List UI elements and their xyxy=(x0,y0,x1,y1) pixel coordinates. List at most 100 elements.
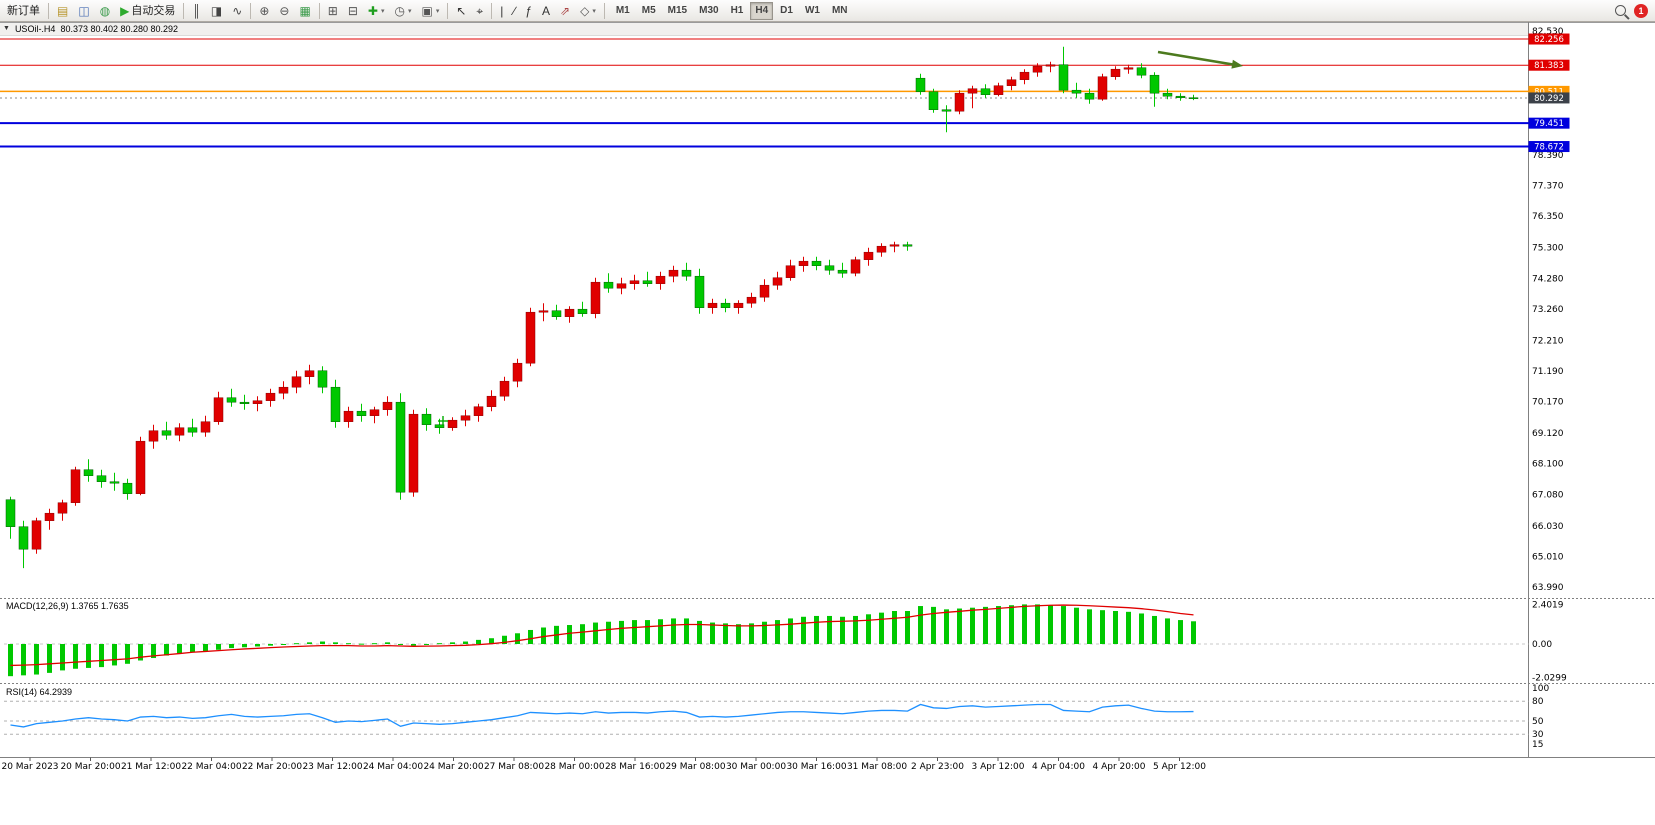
candle-down xyxy=(122,482,133,494)
timeframe-w1-button[interactable]: W1 xyxy=(804,4,820,16)
rsi-line xyxy=(10,703,1194,728)
price-axis-label: 69.120 xyxy=(1532,429,1564,439)
macd-bar xyxy=(398,644,403,645)
candle-up xyxy=(993,85,1004,95)
zoom-out-button[interactable]: ⊖ xyxy=(275,1,293,21)
price-axis-label: 76.350 xyxy=(1532,212,1564,222)
timeframe-m30-button[interactable]: M30 xyxy=(699,4,719,16)
time-axis-label: 30 Mar 00:00 xyxy=(726,762,786,772)
macd-bar xyxy=(762,621,767,644)
template-button[interactable]: ▣ ▾ xyxy=(418,1,444,21)
macd-bar xyxy=(216,644,221,650)
charts-window-button[interactable]: ◫ xyxy=(74,1,93,21)
search-icon[interactable] xyxy=(1615,5,1626,16)
candle-up xyxy=(148,430,159,442)
candle-up xyxy=(473,406,484,416)
market-watch-button[interactable]: ◍ xyxy=(96,1,114,21)
trend-arrow-annotation[interactable] xyxy=(1157,50,1234,66)
timeframe-m5-button[interactable]: M5 xyxy=(641,4,656,16)
profiles-button[interactable]: ▤ xyxy=(53,1,72,21)
template-icon: ▣ xyxy=(421,3,433,18)
bar-chart-button[interactable]: ║ xyxy=(188,1,205,21)
market-watch-icon: ◍ xyxy=(99,3,111,18)
timeframe-m1-button[interactable]: M1 xyxy=(615,4,630,16)
macd-bar xyxy=(840,616,845,644)
timeframe-h1-button[interactable]: H1 xyxy=(730,4,744,16)
candle-down xyxy=(642,280,653,284)
candle-up xyxy=(213,397,224,422)
price-badge-78.672 xyxy=(1528,141,1570,153)
dropdown-caret-icon: ▾ xyxy=(592,7,596,15)
candle-up xyxy=(1110,68,1121,77)
add-indicator-button[interactable]: ✚ ▾ xyxy=(364,1,389,21)
crosshair-button[interactable]: ⌖ xyxy=(472,1,487,21)
macd-bar xyxy=(593,622,598,644)
toolbar-separator xyxy=(491,2,493,19)
toolbar-separator xyxy=(183,2,185,19)
macd-bar xyxy=(1087,609,1092,644)
macd-bar xyxy=(1178,620,1183,644)
toolbar: 新订单 ▤ ◫ ◍ ▶ 自动交易 ║ ◨ ∿ ⊕ ⊖ ▦ ⊞ ⊟ ✚ ▾ ◷ ▾ ▣ ▾ ↖ ⌖ | ∕ ƒ A ⇗ ◇ ▾ M1 M5 M… xyxy=(0,0,1655,22)
autotrading-button[interactable]: ▶ 自动交易 xyxy=(116,1,179,21)
candle-up xyxy=(291,376,302,388)
chart-background xyxy=(0,22,1655,758)
timeframe-h4-button[interactable]: H4 xyxy=(750,1,774,20)
autotrading-button-label: 自动交易 xyxy=(131,4,176,17)
candle-up xyxy=(785,265,796,278)
zoom-in-button[interactable]: ⊕ xyxy=(255,1,273,21)
trendline-button[interactable]: ∕ xyxy=(509,1,519,21)
timeframe-m15-button[interactable]: M15 xyxy=(667,4,688,16)
text-label-button[interactable]: A xyxy=(538,1,554,21)
price-badge-82.256-text: 82.256 xyxy=(1534,35,1564,45)
candle-up xyxy=(733,302,744,308)
shapes-button[interactable]: ◇ ▾ xyxy=(576,1,600,21)
candle-up xyxy=(70,469,81,503)
macd-bar xyxy=(1165,618,1170,644)
price-axis-label: 77.370 xyxy=(1532,182,1564,192)
timeframe-mn-button[interactable]: MN xyxy=(831,4,848,16)
macd-bar xyxy=(99,644,104,668)
new-order-button[interactable]: 新订单 xyxy=(3,1,44,21)
macd-bar xyxy=(814,615,819,644)
price-axis-label: 73.260 xyxy=(1532,305,1564,315)
fibonacci-button[interactable]: ƒ xyxy=(521,1,536,21)
candle-down xyxy=(603,281,614,289)
cursor-button[interactable]: ↖ xyxy=(452,1,470,21)
candle-up xyxy=(499,380,510,397)
macd-bar xyxy=(229,644,234,649)
candle-up xyxy=(798,260,809,266)
toolbar-right: 1 xyxy=(1615,3,1653,18)
arrows-tool-button[interactable]: ⇗ xyxy=(556,1,574,21)
candle-up xyxy=(590,281,601,314)
line-chart-icon: ∿ xyxy=(232,3,243,18)
time-axis-label: 3 Apr 12:00 xyxy=(972,762,1025,772)
candle-down xyxy=(941,109,952,112)
price-axis-label: 66.030 xyxy=(1532,522,1564,532)
candle-down xyxy=(421,413,432,425)
candle-down xyxy=(824,265,835,271)
candle-up xyxy=(1097,76,1108,100)
macd-bar xyxy=(268,644,273,646)
macd-bar xyxy=(255,644,260,647)
candlestick-chart-button[interactable]: ◨ xyxy=(207,1,226,21)
macd-bar xyxy=(1100,610,1105,644)
macd-bar xyxy=(281,644,286,645)
arrange-charts-button[interactable]: ⊞ xyxy=(324,1,342,21)
chart-shift-button[interactable]: ⊟ xyxy=(344,1,362,21)
notification-badge[interactable]: 1 xyxy=(1634,3,1648,18)
candle-up xyxy=(252,400,263,404)
tile-windows-button[interactable]: ▦ xyxy=(295,1,314,21)
period-button[interactable]: ◷ ▾ xyxy=(391,1,416,21)
price-badge-78.672-text: 78.672 xyxy=(1534,143,1564,153)
vertical-line-button[interactable]: | xyxy=(496,1,507,21)
macd-bar xyxy=(411,644,416,646)
candle-down xyxy=(928,91,939,110)
line-chart-button[interactable]: ∿ xyxy=(228,1,246,21)
candle-down xyxy=(187,427,198,433)
shapes-icon: ◇ xyxy=(580,3,590,18)
chart-collapse-icon[interactable]: ▼ xyxy=(3,25,10,32)
macd-bar xyxy=(1113,611,1118,644)
timeframe-d1-button[interactable]: D1 xyxy=(780,4,793,16)
rsi-axis-label: 100 xyxy=(1532,684,1549,694)
